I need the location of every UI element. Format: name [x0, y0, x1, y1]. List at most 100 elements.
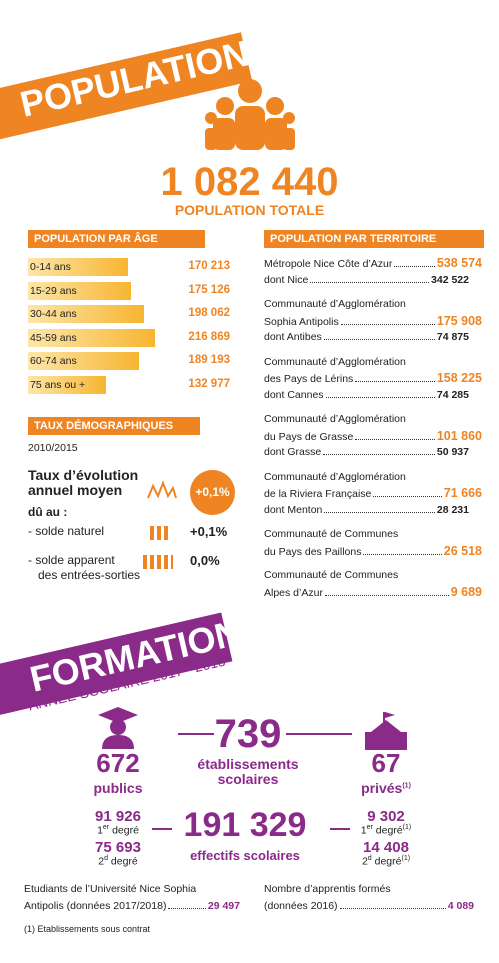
territory-name: Alpes d’Azur [264, 586, 323, 599]
line: scolaires [217, 771, 279, 787]
taux-value: 0,0% [190, 553, 220, 568]
age-label: 60-74 ans [30, 355, 77, 367]
territory-row: Communauté d’Agglomération [264, 469, 482, 486]
leader [323, 445, 435, 455]
territory-row: des Pays de Lérins 158 225 [264, 370, 482, 388]
territory-row: Sophia Antipolis 175 908 [264, 313, 482, 331]
stat-row: Nombre d’apprentis formés [264, 883, 474, 895]
territory-row: Communauté d’Agglomération [264, 296, 482, 313]
leader [394, 257, 435, 267]
evolution-value: +0,1% [190, 470, 235, 515]
sup: d [104, 855, 108, 862]
section-header: TAUX DÉMOGRAPHIQUES [28, 417, 200, 435]
rule [330, 828, 350, 830]
stat-text: (données 2016) [264, 900, 338, 912]
publics-label: publics [93, 780, 143, 796]
age-value: 189 193 [188, 354, 230, 366]
age-label: 75 ans ou + [30, 378, 86, 391]
leader [373, 487, 442, 497]
territory-row: dont Grasse 50 937 [264, 444, 469, 461]
sub-value: 74 285 [436, 388, 469, 401]
bar [28, 352, 139, 370]
territory-value: 175 908 [436, 313, 482, 328]
degree-label: 1er degré [88, 824, 148, 837]
age-label: 0-14 ans [30, 261, 71, 273]
rule [152, 828, 172, 830]
stat-row: (données 2016) 4 089 [264, 899, 474, 912]
territory-row: du Pays de Grasse 101 860 [264, 428, 482, 446]
line: Taux d’évolution [28, 467, 139, 483]
note: (1) [402, 824, 412, 831]
label: privés [361, 780, 403, 796]
territory-value: 71 666 [443, 486, 482, 500]
school-icon [365, 712, 407, 750]
territory-name: Communauté d’Agglomération [264, 413, 406, 425]
sup: d [367, 855, 372, 862]
stat-row: Etudiants de l’Université Nice Sophia [24, 883, 240, 895]
age-label: 15-29 ans [30, 284, 77, 297]
age-label: 30-44 ans [30, 308, 77, 320]
territory-name: Communauté de Communes [264, 569, 399, 581]
leader [340, 315, 435, 325]
bar [28, 375, 106, 394]
leader [355, 430, 435, 440]
line: annuel moyen [28, 482, 123, 498]
n: 2 [361, 855, 368, 868]
territory-row: Communauté de Communes [264, 567, 482, 584]
line: des entrées-sorties [38, 568, 141, 582]
age-value: 216 869 [188, 330, 230, 343]
n: 2 [98, 855, 105, 868]
note: (1) [402, 782, 411, 790]
zigzag-icon [147, 480, 177, 499]
rule [178, 733, 214, 735]
stat-text: Etudiants de l’Université Nice Sophia [24, 883, 197, 895]
line: établissements [197, 756, 299, 772]
word: degré [110, 855, 138, 868]
effectifs-value: 191 329 [183, 806, 307, 844]
du-au: dû au : [28, 505, 68, 519]
stat-text: Antipolis (données 2017/2018) [24, 900, 167, 912]
evolution-label: Taux d’évolution annuel moyen [28, 468, 138, 498]
footnote: (1) Etablissements sous contrat [24, 924, 151, 934]
stat-value: 4 089 [447, 900, 474, 912]
people-icon [150, 526, 170, 540]
leader [339, 899, 446, 909]
degree-label: 2d degré(1) [356, 855, 416, 868]
prives-value: 67 [371, 748, 401, 778]
territory-row: de la Riviera Française 71 666 [264, 485, 482, 503]
sub-name: dont Menton [264, 503, 323, 516]
line: - solde naturel [28, 524, 105, 538]
territory-name: du Pays de Grasse [264, 430, 354, 443]
total-label: POPULATION TOTALE [174, 202, 325, 218]
territory-name: Communauté d’Agglomération [264, 298, 406, 310]
territory-value: 26 518 [443, 543, 482, 558]
leader [168, 899, 206, 909]
degree-label: 1er degré(1) [356, 824, 416, 837]
territory-value: 101 860 [436, 428, 482, 443]
total: 1 082 440 [160, 160, 339, 204]
taux-label: - solde apparent des entrées-sorties [28, 553, 140, 583]
sub-name: dont Cannes [264, 388, 324, 401]
territory-name: Communauté de Communes [264, 528, 399, 540]
word: degré [112, 824, 139, 837]
leader [324, 586, 449, 596]
territory-name: Sophia Antipolis [264, 315, 339, 328]
leader [324, 503, 435, 513]
territory-value: 9 689 [450, 584, 482, 599]
age-value: 132 977 [188, 377, 230, 390]
degree-value: 14 408 [363, 839, 409, 856]
prives-label: privés(1) [356, 780, 416, 796]
leader [325, 388, 435, 398]
age-value: 198 062 [188, 307, 230, 319]
section-header: POPULATION PAR TERRITOIRE [264, 230, 484, 248]
territory-row: dont Antibes 74 875 [264, 329, 469, 346]
section-header: POPULATION PAR ÂGE [28, 230, 205, 248]
degree-value: 91 926 [95, 808, 141, 825]
leader [355, 372, 435, 382]
leader [323, 330, 435, 340]
degree-label: 2d degré [88, 855, 148, 868]
effectifs-label: effectifs scolaires [190, 848, 300, 863]
people-icon [205, 79, 295, 150]
taux-label: - solde naturel [28, 524, 104, 539]
